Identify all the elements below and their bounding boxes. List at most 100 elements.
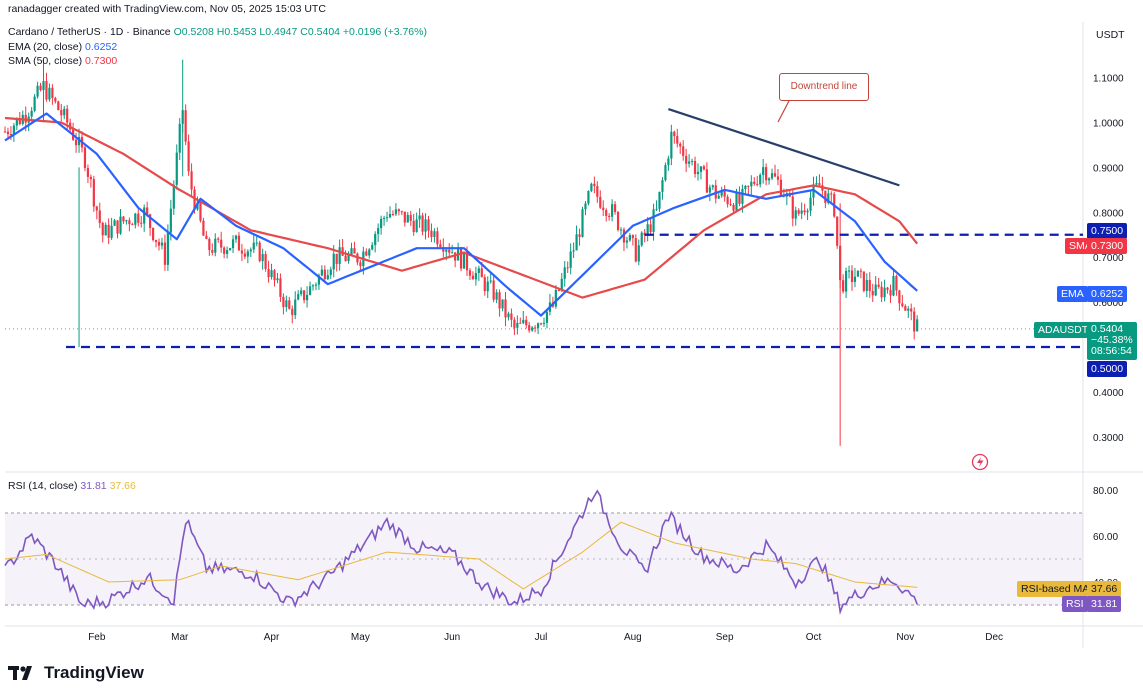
symbol-axis-tag: ADAUSDT — [1034, 322, 1093, 338]
candle — [101, 221, 104, 243]
sma-axis-value: 0.7300 — [1087, 238, 1128, 254]
candle-body — [323, 269, 326, 280]
candle-body — [89, 176, 92, 180]
candle — [151, 227, 155, 242]
candle-body — [311, 285, 315, 287]
candle — [910, 303, 913, 321]
candle — [457, 242, 460, 261]
ema-legend[interactable]: EMA (20, close) 0.6252 — [8, 41, 117, 53]
candle — [605, 208, 608, 222]
candle-body — [723, 191, 726, 197]
candle-body — [465, 251, 469, 271]
candle — [344, 250, 347, 262]
price-tick-label: 0.8000 — [1093, 208, 1124, 219]
candle — [187, 134, 190, 176]
candle-body — [602, 207, 605, 211]
candle-body — [382, 217, 386, 219]
candle — [231, 235, 235, 254]
candle — [190, 163, 193, 196]
candle-body — [314, 284, 318, 286]
candle-body — [646, 224, 649, 236]
candle-body — [169, 208, 172, 233]
candle-body — [898, 290, 901, 304]
sma-legend[interactable]: SMA (50, close) 0.7300 — [8, 55, 117, 67]
candle-body — [131, 224, 134, 226]
currency-label[interactable]: USDT — [1096, 29, 1125, 41]
candle — [122, 216, 125, 224]
candle — [773, 164, 777, 178]
candle-body — [9, 134, 13, 136]
candle — [868, 272, 871, 298]
candle-body — [850, 270, 854, 282]
candle — [6, 127, 10, 139]
candle-body — [95, 206, 98, 211]
candle-body — [847, 270, 851, 272]
candle — [223, 246, 226, 259]
candle — [308, 281, 312, 296]
candle-body — [149, 214, 152, 228]
candle-body — [676, 136, 679, 144]
bar-countdown: 08:56:54 — [1091, 345, 1132, 357]
candle-body — [107, 224, 110, 238]
candle-body — [285, 300, 288, 308]
candle-body — [205, 235, 208, 239]
candle-body — [125, 220, 128, 222]
candle — [622, 227, 626, 252]
ema20-line — [4, 112, 918, 317]
candle-body — [566, 267, 569, 269]
candle-body — [575, 234, 578, 251]
rsi-legend[interactable]: RSI (14, close) 31.81 37.66 — [8, 480, 136, 492]
candle-body — [211, 250, 214, 253]
candle-body — [596, 186, 599, 197]
candle-body — [128, 220, 131, 225]
candle — [658, 191, 661, 212]
candle-body — [240, 250, 244, 254]
candle-body — [756, 183, 759, 185]
candle — [294, 291, 297, 320]
candle-body — [104, 224, 107, 236]
candle-body — [699, 166, 703, 172]
tradingview-brand[interactable]: TradingView — [8, 663, 144, 683]
candle — [685, 148, 688, 173]
candle-body — [157, 241, 161, 246]
candle-body — [868, 279, 871, 292]
candle — [865, 273, 868, 298]
ohlc-change: +0.0196 (+3.76%) — [342, 26, 427, 38]
candle — [36, 81, 39, 99]
candle — [12, 123, 15, 142]
candle — [640, 231, 643, 248]
candle — [664, 162, 667, 182]
downtrend-annotation[interactable]: Downtrend line — [779, 73, 869, 101]
candle-body — [276, 278, 279, 281]
candle-body — [806, 210, 809, 213]
candle-body — [519, 322, 522, 324]
candle — [767, 177, 771, 185]
candle-body — [45, 81, 48, 100]
candle — [566, 261, 569, 273]
time-tick-label: Aug — [624, 632, 642, 643]
candle — [723, 185, 726, 202]
candle — [246, 249, 249, 264]
candle — [433, 228, 436, 243]
candle-body — [471, 275, 475, 280]
candle-body — [916, 319, 919, 332]
candle-body — [320, 269, 323, 276]
candle-body — [308, 286, 312, 295]
candle-body — [720, 191, 723, 196]
candle-body — [765, 167, 768, 181]
candle — [587, 190, 590, 206]
candle — [661, 177, 664, 200]
candle — [418, 208, 421, 228]
candle — [300, 287, 303, 297]
candle-body — [116, 220, 119, 234]
candle-body — [682, 146, 685, 156]
candle-body — [711, 185, 714, 188]
candle-body — [599, 196, 602, 208]
candle — [646, 217, 649, 242]
ohlc-high: H0.5453 — [216, 26, 257, 38]
candle — [528, 321, 531, 333]
candle-body — [696, 171, 700, 175]
candle-body — [605, 210, 608, 216]
candle-body — [353, 248, 356, 254]
